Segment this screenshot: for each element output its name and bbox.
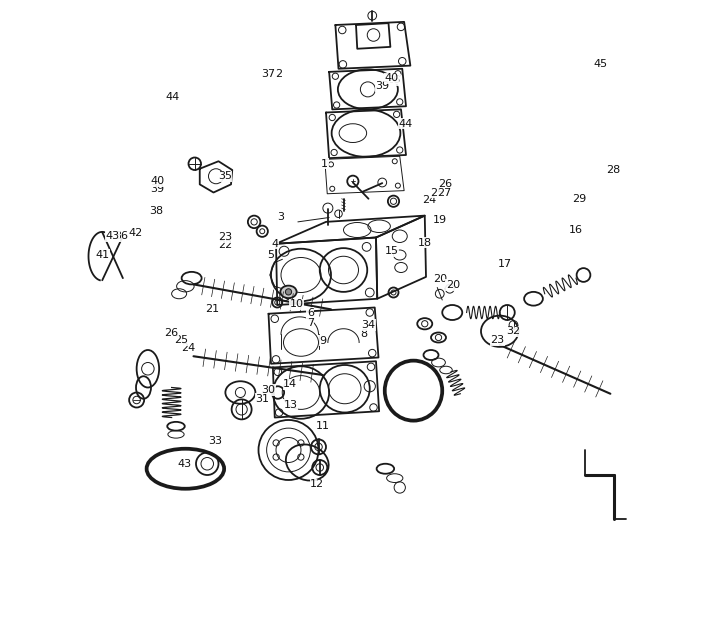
Circle shape: [286, 289, 292, 295]
Ellipse shape: [281, 286, 297, 298]
Text: 17: 17: [498, 259, 512, 269]
Text: 26: 26: [438, 179, 451, 189]
Text: 18: 18: [418, 238, 432, 248]
Text: 25: 25: [174, 335, 188, 345]
Text: 30: 30: [262, 385, 276, 395]
Text: 10: 10: [289, 299, 304, 309]
Text: 19: 19: [433, 215, 447, 225]
Text: 44: 44: [166, 92, 180, 103]
Text: 2: 2: [276, 69, 283, 79]
Text: 44: 44: [399, 119, 413, 129]
Text: 35: 35: [218, 171, 232, 181]
Text: 1: 1: [321, 159, 329, 169]
Text: 33: 33: [209, 436, 222, 446]
Text: 36: 36: [114, 231, 128, 241]
Text: 34: 34: [361, 320, 376, 330]
Text: 39: 39: [375, 81, 390, 91]
Text: 16: 16: [569, 225, 583, 235]
Text: 38: 38: [149, 206, 163, 216]
Text: 7: 7: [307, 318, 314, 328]
Text: 20: 20: [446, 280, 460, 290]
Text: 29: 29: [572, 194, 586, 204]
Text: 45: 45: [594, 59, 608, 69]
Text: 4: 4: [271, 239, 278, 249]
Text: 43: 43: [105, 231, 119, 241]
Text: 37: 37: [262, 69, 276, 79]
Text: 11: 11: [316, 421, 330, 431]
Text: 24: 24: [422, 195, 436, 205]
Text: 6: 6: [307, 308, 314, 318]
Text: 9: 9: [319, 336, 326, 346]
Text: 22: 22: [217, 240, 232, 250]
Text: 13: 13: [284, 400, 297, 410]
Text: 28: 28: [606, 165, 621, 175]
Text: 40: 40: [385, 73, 398, 83]
Text: 23: 23: [490, 335, 505, 345]
Text: 8: 8: [360, 329, 367, 339]
Text: 25: 25: [430, 188, 444, 198]
Text: 39: 39: [150, 184, 164, 194]
Text: 26: 26: [164, 328, 179, 338]
Text: 5: 5: [268, 250, 275, 260]
Text: 27: 27: [438, 188, 452, 198]
Text: 43: 43: [177, 459, 191, 469]
Text: 24: 24: [181, 342, 196, 352]
Text: 15: 15: [385, 246, 398, 256]
Text: 21: 21: [205, 304, 220, 314]
Text: 40: 40: [150, 176, 164, 186]
Text: 26: 26: [387, 75, 401, 85]
Text: 23: 23: [217, 232, 232, 242]
Text: 41: 41: [96, 250, 110, 260]
Text: 3: 3: [278, 213, 284, 222]
Text: 31: 31: [255, 394, 269, 404]
Text: 12: 12: [310, 479, 324, 489]
Text: 32: 32: [507, 326, 521, 336]
Text: 14: 14: [284, 379, 297, 389]
Text: 42: 42: [128, 228, 142, 238]
Text: 20: 20: [433, 274, 447, 284]
